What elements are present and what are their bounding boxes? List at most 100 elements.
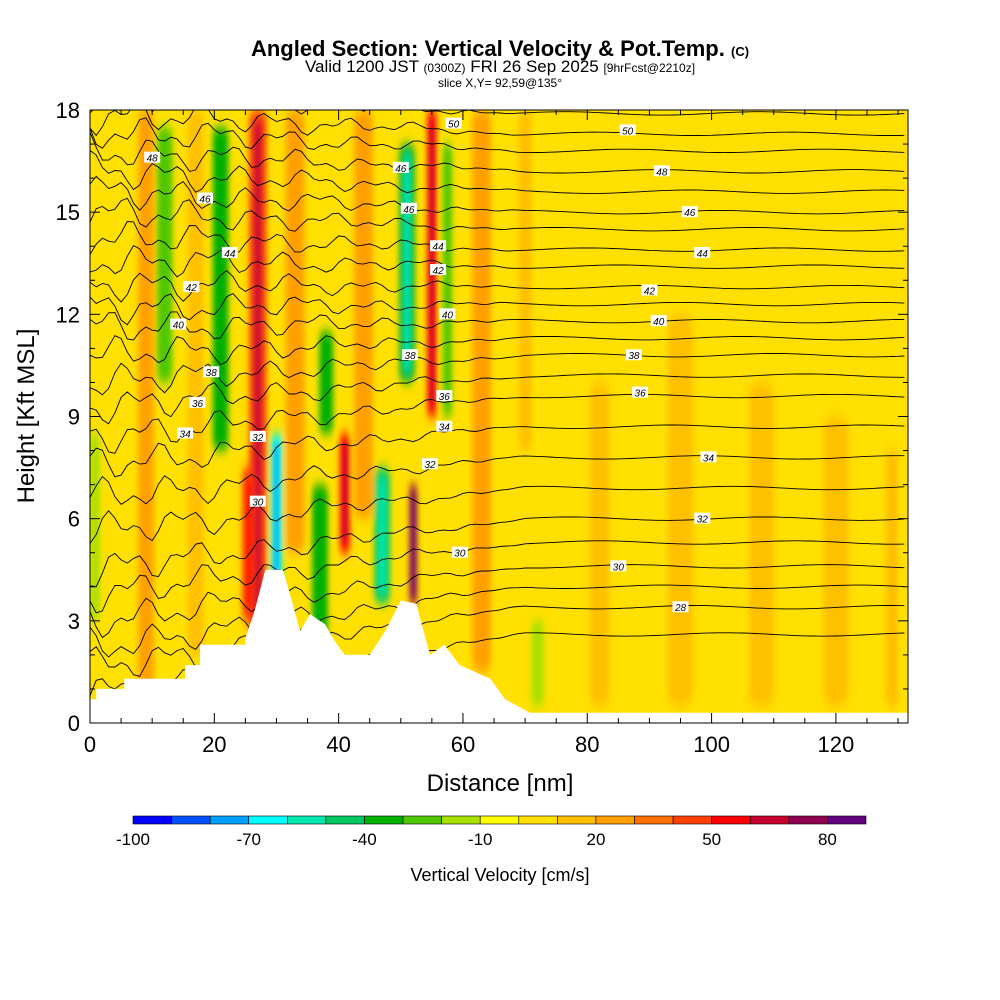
contour-label: 46 (395, 164, 407, 175)
colorbar-swatch (518, 815, 558, 825)
contour-label: 38 (206, 368, 218, 379)
colorbar-swatch (402, 815, 442, 825)
contour-label-bg (392, 161, 409, 173)
y-tick-label: 3 (68, 609, 80, 634)
contour-label-bg (177, 427, 194, 439)
colorbar-swatch (634, 815, 674, 825)
slice-info: slice X,Y= 92,59@135° (437, 76, 563, 90)
colorbar-swatch (209, 815, 250, 825)
contour-label-bg (700, 451, 717, 463)
chart-title: Angled Section: Vertical Velocity & Pot.… (0, 36, 1000, 62)
contour-label-bg (610, 560, 627, 572)
contour-label: 36 (635, 389, 647, 400)
velocity-core (273, 443, 279, 577)
contour-label-bg (430, 240, 447, 252)
colorbar: -100 -70 -40 -10 20 50 80 (116, 815, 867, 849)
contour-label-bg (625, 349, 642, 361)
velocity-streak (472, 110, 491, 672)
contour-label: 32 (697, 515, 709, 526)
x-tick-label: 20 (202, 732, 226, 757)
contour-label: 28 (674, 603, 687, 614)
y-tick-label: 18 (56, 98, 80, 123)
contour-label: 46 (684, 208, 696, 219)
colorbar-swatch (287, 815, 327, 825)
contour-label: 30 (613, 562, 625, 573)
contour-label-bg (439, 308, 456, 320)
theta-contour-line (90, 353, 905, 396)
theta-contour-line (90, 293, 905, 326)
contour-label: 42 (433, 266, 445, 277)
velocity-streak (156, 127, 173, 383)
theta-contour-line (90, 221, 905, 255)
contour-label-bg (694, 247, 711, 259)
theta-contour-line (90, 197, 905, 232)
theta-contour-line (90, 150, 905, 194)
velocity-streak (354, 110, 373, 519)
valid-date: FRI 26 Sep 2025 (470, 57, 599, 76)
contour-label: 32 (252, 433, 264, 444)
contour-label: 30 (252, 498, 264, 509)
colorbar-tick-label: -10 (468, 830, 493, 849)
contour-label-bg (249, 430, 266, 442)
forecast-info: [9hrFcst@2210z] (603, 61, 696, 75)
colorbar-swatch (711, 815, 751, 825)
contour-label: 32 (424, 460, 436, 471)
velocity-streak (823, 416, 849, 706)
colorbar-tick-label: -100 (116, 830, 150, 849)
velocity-streak (590, 382, 610, 706)
contour-label: 50 (622, 126, 634, 137)
contour-label-bg (619, 124, 636, 136)
theta-contour-line (90, 564, 905, 639)
velocity-streak (187, 110, 204, 655)
velocity-streak (885, 450, 899, 706)
velocity-streak (285, 110, 305, 553)
colorbar-swatch (132, 815, 172, 825)
contour-label-bg (196, 192, 213, 204)
contour-label-bg (221, 247, 238, 259)
contour-label: 48 (656, 167, 668, 178)
contour-label-bg (653, 165, 670, 177)
valid-time: Valid 1200 JST (0300Z) FRI 26 Sep 2025 [… (0, 58, 1000, 77)
x-tick-label: 0 (84, 732, 96, 757)
colorbar-swatch (171, 815, 211, 825)
terrain (90, 569, 908, 723)
contour-label-bg (632, 386, 649, 398)
contour-label: 42 (186, 283, 198, 294)
contour-label-bg (203, 366, 220, 378)
valid-prefix: Valid 1200 JST (304, 57, 419, 76)
velocity-core (429, 120, 434, 407)
theta-contour-line (90, 424, 905, 478)
colorbar-swatch (749, 815, 790, 825)
colorbar-tick-label: 80 (818, 830, 837, 849)
theta-contour-line (90, 110, 905, 137)
velocity-core (342, 443, 348, 543)
y-tick-label: 12 (56, 302, 80, 327)
contour-label-bg (436, 390, 453, 402)
contour-label: 50 (448, 120, 460, 131)
theta-contour-line (90, 132, 905, 174)
velocity-streak (319, 331, 334, 434)
contour-label: 30 (454, 549, 466, 560)
contour-label: 34 (439, 423, 451, 434)
contour-label: 46 (403, 205, 415, 216)
contour-labels: 48 46 44 42 40 38 36 34 32 30 50 46 46 44 42 40 38 36 34 32… (144, 117, 717, 614)
velocity-core (411, 494, 415, 594)
y-tick-label: 6 (68, 507, 80, 532)
colorbar-tick-label: 50 (702, 830, 721, 849)
colorbar-swatch (441, 815, 481, 825)
x-tick-label: 100 (693, 732, 730, 757)
contour-label: 40 (653, 317, 665, 328)
contour-label: 48 (147, 154, 159, 165)
y-tick-label: 0 (68, 711, 80, 736)
contour-label-bg (402, 349, 419, 361)
contour-label: 46 (199, 195, 211, 206)
velocity-core (378, 477, 386, 594)
contour-label-bg (400, 202, 417, 214)
theta-contour-line (90, 540, 905, 614)
velocity-streak (518, 110, 532, 451)
x-axis-label: Distance [nm] (427, 770, 574, 797)
x-tick-label: 60 (451, 732, 475, 757)
colorbar-swatch (479, 815, 520, 825)
